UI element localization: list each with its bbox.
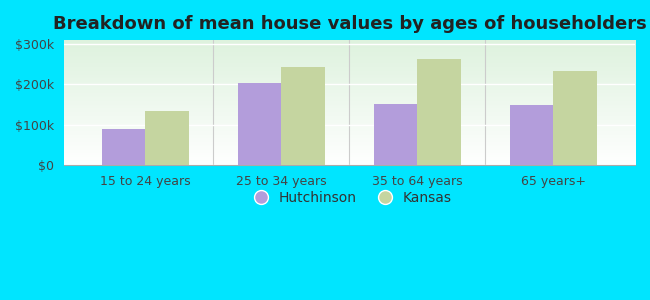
Bar: [102, 129, 146, 165]
Title: Breakdown of mean house values by ages of householders: Breakdown of mean house values by ages o…: [53, 15, 646, 33]
Bar: [238, 83, 281, 165]
Bar: [417, 59, 461, 165]
Bar: [146, 111, 189, 165]
Bar: [281, 67, 325, 165]
Legend: Hutchinson, Kansas: Hutchinson, Kansas: [242, 185, 458, 210]
Bar: [510, 105, 553, 165]
Bar: [374, 104, 417, 165]
Bar: [553, 71, 597, 165]
